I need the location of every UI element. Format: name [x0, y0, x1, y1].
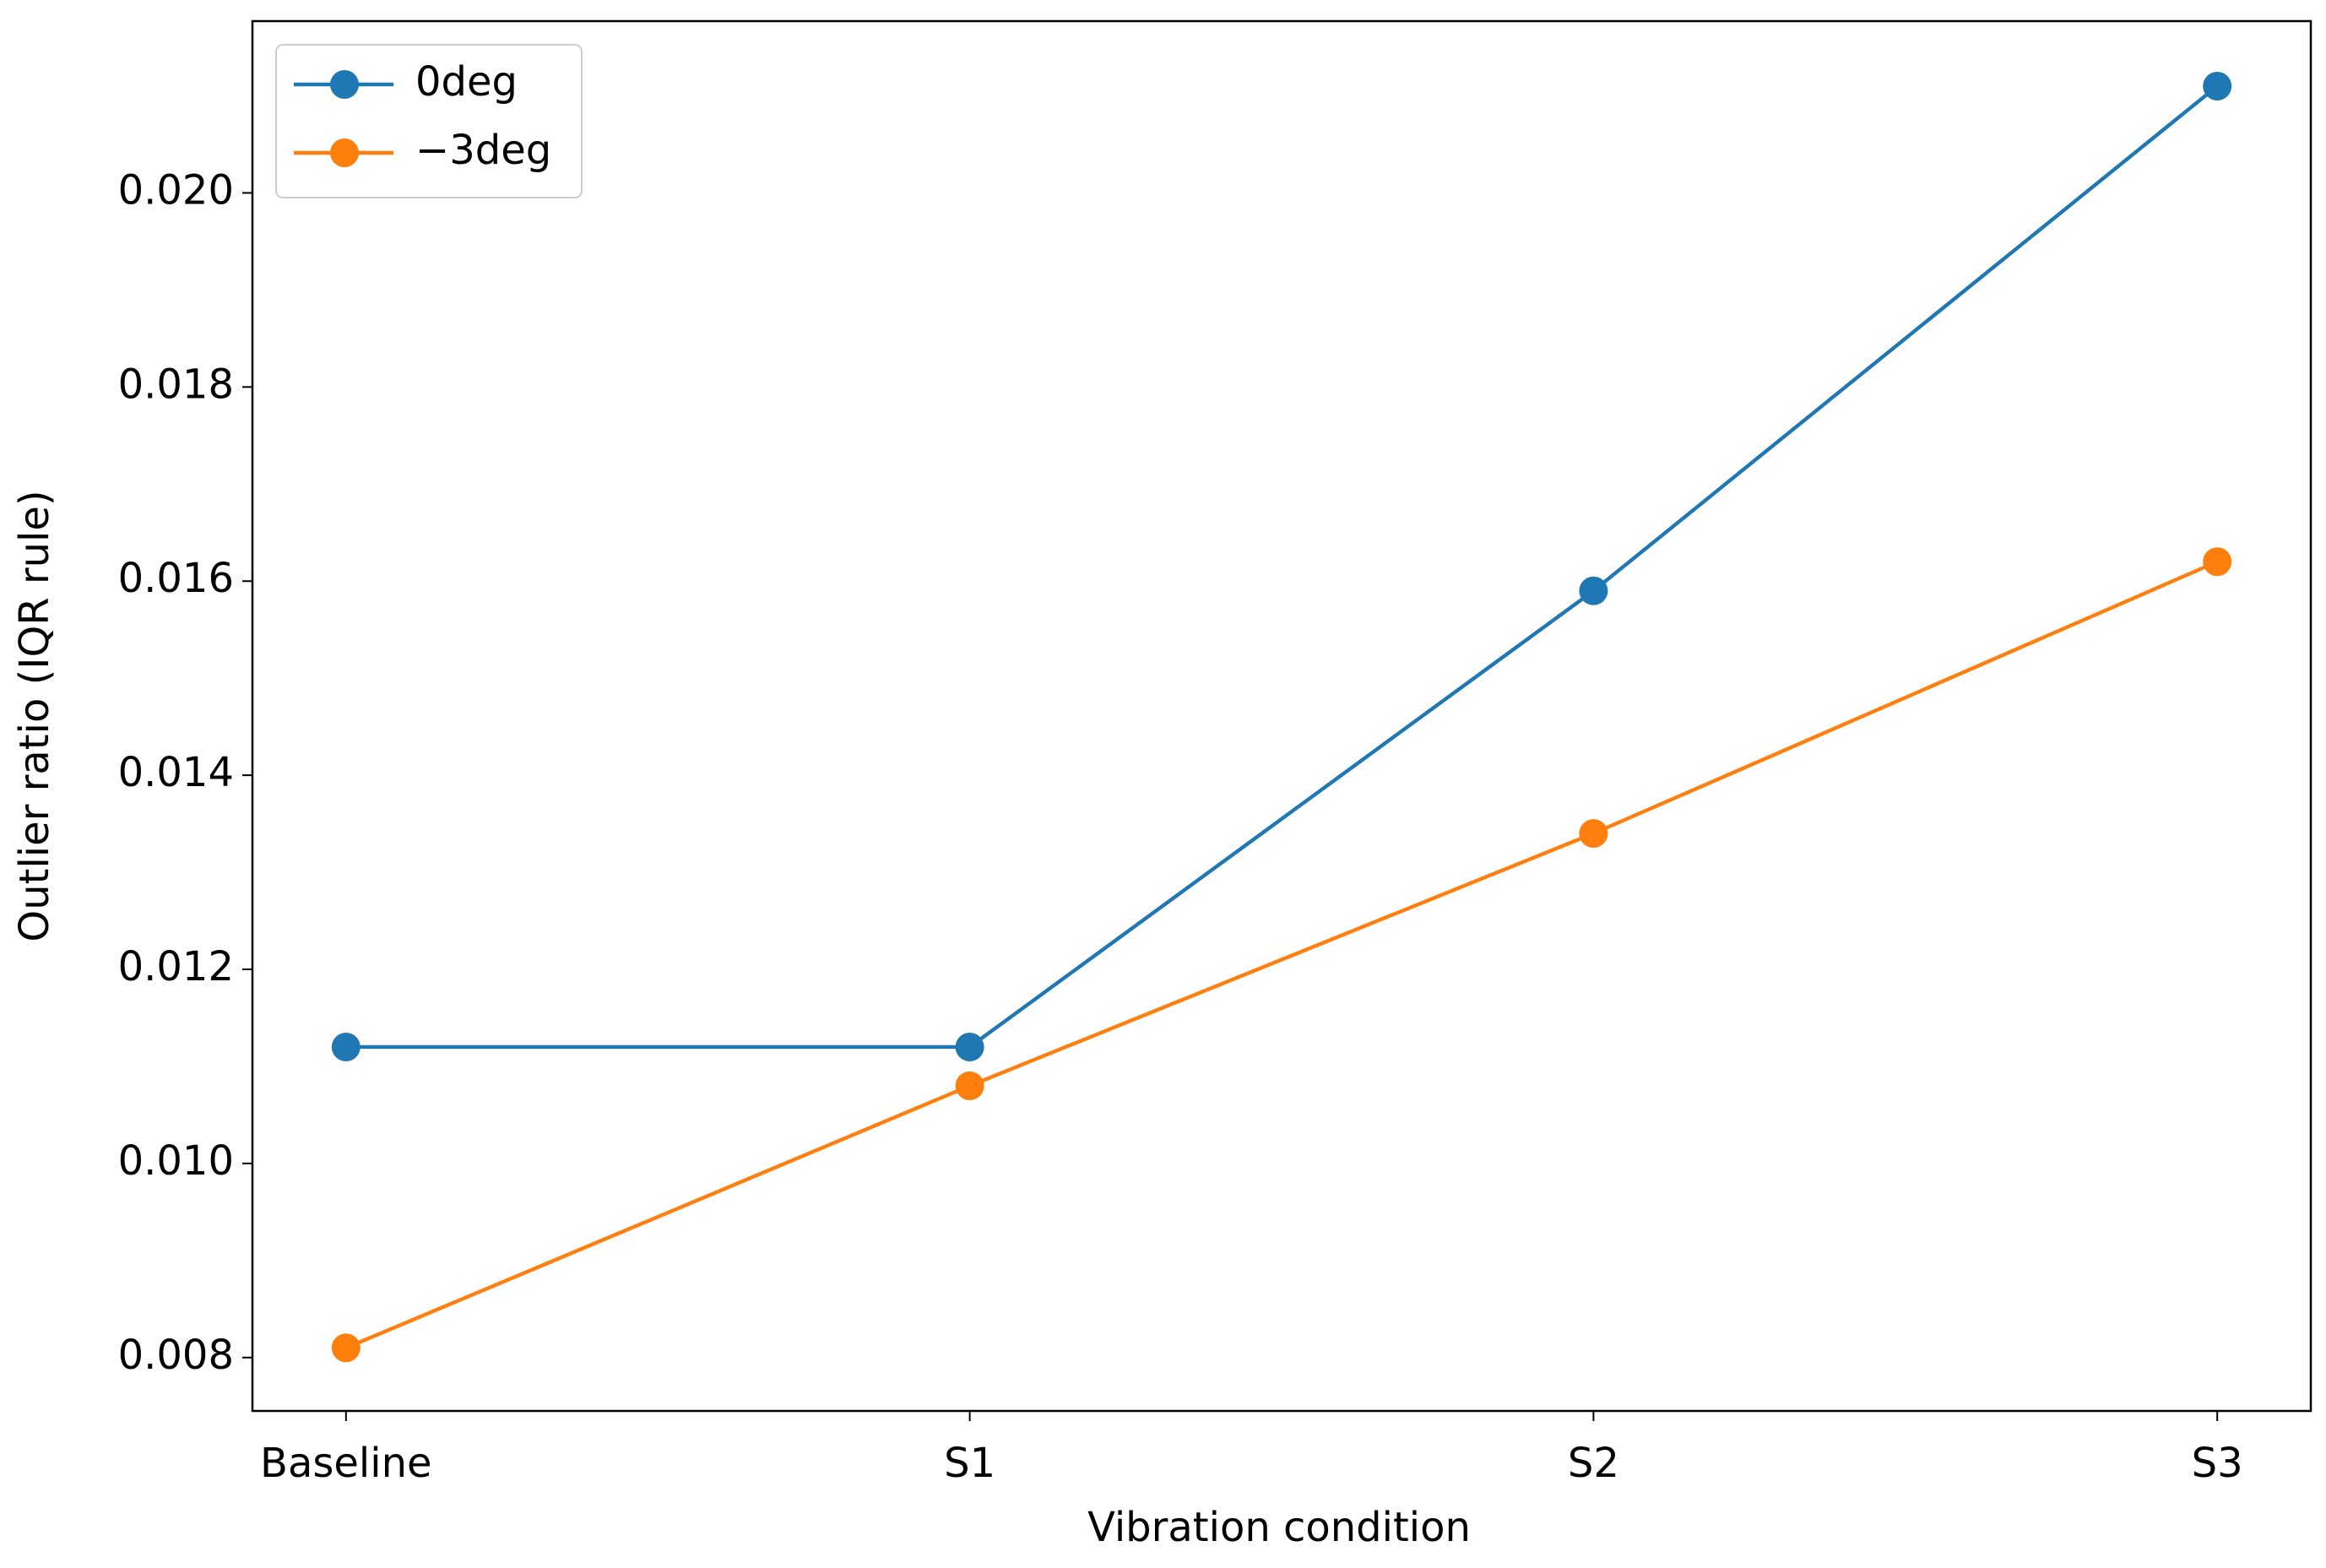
- point: [1579, 576, 1608, 605]
- legend-marker: [330, 70, 359, 99]
- y-tick-label: 0.012: [118, 943, 234, 990]
- legend-marker: [330, 138, 359, 167]
- y-tick-label: 0.010: [118, 1137, 234, 1185]
- point: [331, 1032, 361, 1061]
- x-tick-label: S2: [1568, 1440, 1619, 1487]
- plot-frame: [251, 19, 2312, 1413]
- point: [2203, 547, 2232, 577]
- legend: 0deg −3deg: [275, 44, 583, 198]
- y-tick-label: 0.008: [118, 1332, 234, 1379]
- x-tick-label: S3: [2192, 1440, 2243, 1487]
- series-line: [345, 84, 2219, 1050]
- x-tick-label: Baseline: [260, 1440, 432, 1487]
- x-axis-label: Vibration condition: [1087, 1504, 1471, 1551]
- point: [955, 1071, 984, 1100]
- legend-label: 0deg: [415, 58, 518, 106]
- point: [2203, 72, 2232, 101]
- y-tick-label: 0.014: [118, 749, 234, 796]
- point: [955, 1032, 984, 1061]
- y-tick-label: 0.020: [118, 166, 234, 214]
- point: [331, 1333, 361, 1363]
- y-tick-label: 0.018: [118, 361, 234, 408]
- y-axis-label: Outlier ratio (IQR rule): [11, 490, 58, 941]
- series-line: [344, 560, 2219, 1350]
- x-tick-label: S1: [944, 1440, 995, 1487]
- legend-label: −3deg: [415, 127, 551, 174]
- y-tick-label: 0.016: [118, 555, 234, 602]
- point: [1579, 819, 1608, 849]
